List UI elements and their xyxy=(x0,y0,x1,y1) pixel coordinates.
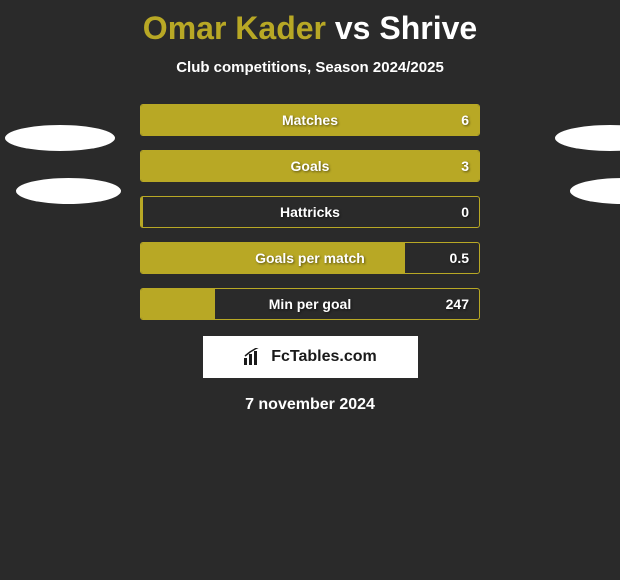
stat-label: Matches xyxy=(141,112,479,128)
stat-value: 0 xyxy=(461,204,469,220)
decor-ellipse-left-1 xyxy=(5,125,115,151)
stat-row-goals: Goals 3 xyxy=(140,150,480,182)
player1-name: Omar Kader xyxy=(143,10,326,46)
footer-date: 7 november 2024 xyxy=(0,396,620,414)
stat-value: 247 xyxy=(446,296,469,312)
comparison-title: Omar Kader vs Shrive xyxy=(0,10,620,47)
decor-ellipse-left-2 xyxy=(16,178,121,204)
stat-label: Goals xyxy=(141,158,479,174)
stat-value: 6 xyxy=(461,112,469,128)
stat-row-goals-per-match: Goals per match 0.5 xyxy=(140,242,480,274)
stats-list: Matches 6 Goals 3 Hattricks 0 Goals per … xyxy=(140,104,480,320)
stat-row-hattricks: Hattricks 0 xyxy=(140,196,480,228)
stat-label: Hattricks xyxy=(141,204,479,220)
logo-text: FcTables.com xyxy=(271,348,377,366)
player2-name: Shrive xyxy=(379,10,477,46)
fctables-logo[interactable]: FcTables.com xyxy=(203,336,418,378)
stat-row-min-per-goal: Min per goal 247 xyxy=(140,288,480,320)
decor-ellipse-right-1 xyxy=(555,125,620,151)
vs-text: vs xyxy=(335,10,371,46)
stat-label: Min per goal xyxy=(141,296,479,312)
stat-label: Goals per match xyxy=(141,250,479,266)
stat-value: 3 xyxy=(461,158,469,174)
stat-value: 0.5 xyxy=(450,250,469,266)
comparison-card: Omar Kader vs Shrive Club competitions, … xyxy=(0,0,620,414)
subtitle: Club competitions, Season 2024/2025 xyxy=(0,59,620,76)
decor-ellipse-right-2 xyxy=(570,178,620,204)
stat-row-matches: Matches 6 xyxy=(140,104,480,136)
chart-icon xyxy=(243,348,265,366)
